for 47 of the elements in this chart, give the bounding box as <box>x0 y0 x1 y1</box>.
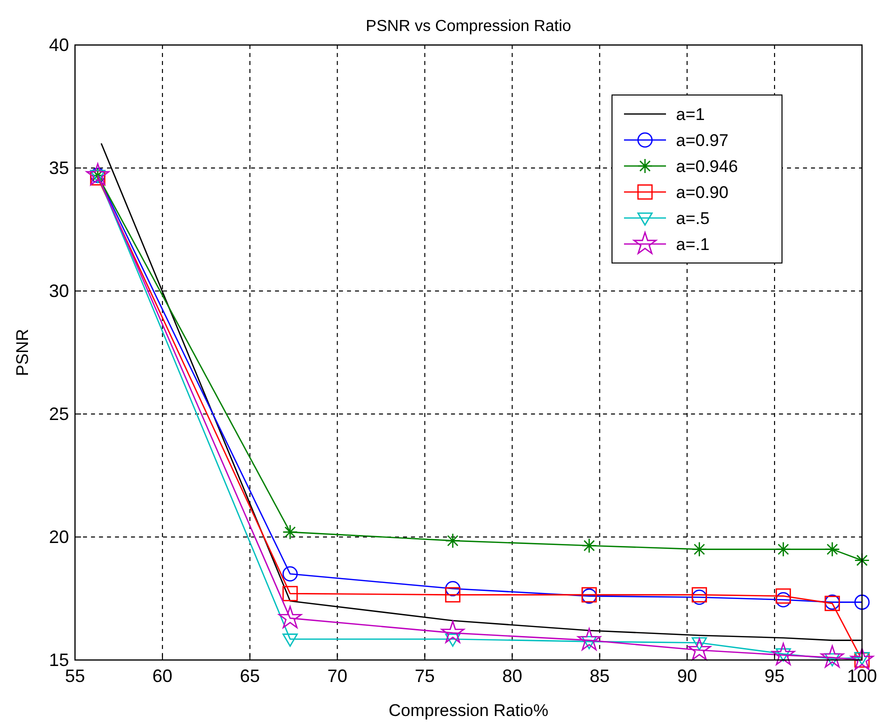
x-tick-label: 90 <box>677 666 698 686</box>
y-tick-label: 35 <box>48 158 69 178</box>
x-tick-label: 80 <box>502 666 522 686</box>
legend-label: a=.5 <box>676 209 710 228</box>
point <box>776 542 791 557</box>
y-axis-title: PSNR <box>13 328 32 376</box>
legend-label: a=0.946 <box>676 157 738 176</box>
x-tick-label: 100 <box>846 666 878 686</box>
point <box>445 587 460 602</box>
x-axis-title: Compression Ratio% <box>388 701 548 720</box>
point <box>445 581 460 596</box>
point <box>441 620 464 643</box>
x-tick-label: 60 <box>152 666 172 686</box>
point <box>282 586 298 602</box>
y-tick-label: 30 <box>48 281 69 301</box>
legend-label: a=0.97 <box>676 131 728 150</box>
chart-title: PSNR vs Compression Ratio <box>366 18 572 35</box>
legend-label: a=0.90 <box>676 183 728 202</box>
point <box>772 642 795 666</box>
point <box>776 592 791 608</box>
point <box>86 163 110 186</box>
point <box>854 594 870 610</box>
point <box>824 542 840 557</box>
point <box>578 628 601 650</box>
point <box>692 542 708 557</box>
x-tick-label: 85 <box>590 666 610 686</box>
point <box>850 648 874 670</box>
x-tick-label: 75 <box>414 666 435 686</box>
y-tick-label: 40 <box>48 35 69 55</box>
point <box>854 552 870 568</box>
point <box>688 638 711 660</box>
legend-label: a=1 <box>676 105 705 124</box>
point <box>820 645 844 668</box>
point <box>582 538 597 554</box>
point <box>776 588 791 604</box>
point <box>278 606 302 628</box>
x-tick-label: 65 <box>240 666 260 686</box>
x-tick-label: 95 <box>764 666 785 686</box>
point <box>445 634 460 647</box>
point <box>282 634 298 647</box>
point <box>282 566 298 582</box>
point <box>282 524 298 540</box>
y-tick-label: 20 <box>48 527 69 547</box>
point <box>445 533 460 548</box>
legend-label: a=.1 <box>676 235 710 254</box>
x-tick-label: 70 <box>327 666 348 686</box>
y-tick-label: 25 <box>48 404 69 424</box>
